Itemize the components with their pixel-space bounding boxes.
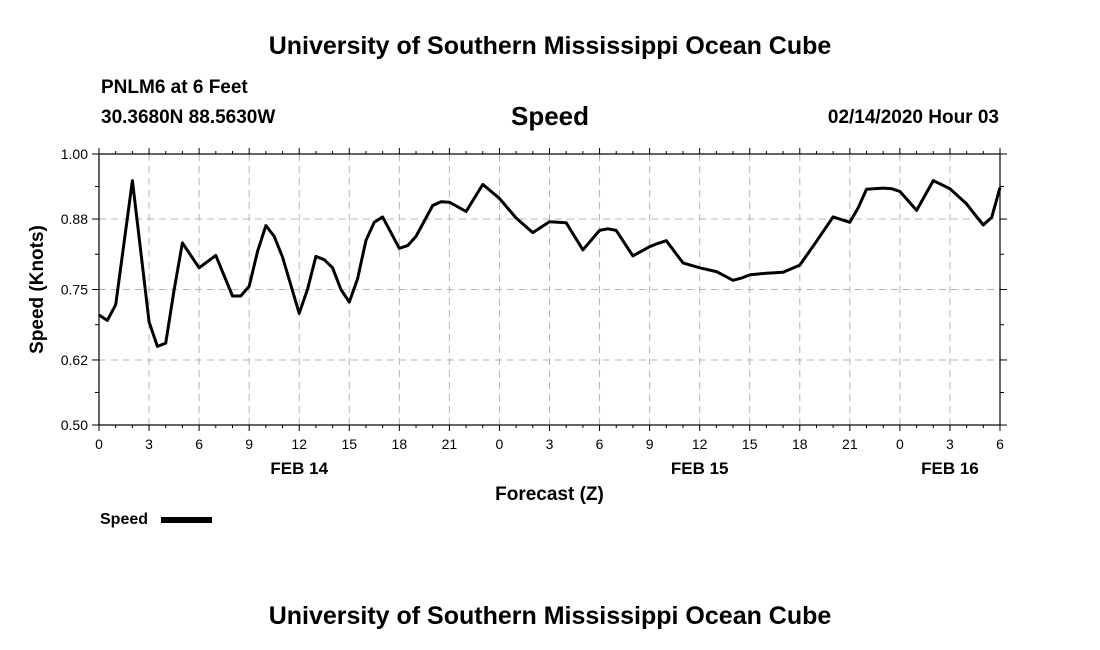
y-tick-label: 0.75 [61,282,88,298]
y-axis-label: Speed (Knots) [27,225,48,354]
y-tick-label: 0.62 [61,352,88,368]
x-tick-label: 18 [792,436,808,452]
y-tick-label: 0.88 [61,211,88,227]
station-coordinates: 30.3680N 88.5630W [101,107,276,128]
x-tick-label: 0 [896,436,904,452]
forecast-datetime: 02/14/2020 Hour 03 [827,107,999,128]
x-tick-label: 6 [596,436,604,452]
x-tick-label: 9 [646,436,654,452]
axis-ticks [92,148,1007,431]
y-tick-label: 1.00 [61,146,88,162]
x-tick-label: 3 [145,436,153,452]
x-tick-label: 6 [996,436,1004,452]
x-tick-label: 6 [195,436,203,452]
x-tick-label: 15 [742,436,758,452]
y-tick-label: 0.50 [61,417,88,433]
chart-title-bottom: University of Southern Mississippi Ocean… [268,602,832,630]
x-tick-label: 18 [392,436,408,452]
x-tick-label: 0 [95,436,103,452]
x-tick-label: 15 [341,436,357,452]
x-tick-label: 12 [291,436,307,452]
x-date-label: FEB 16 [921,459,979,478]
x-tick-label: 0 [496,436,504,452]
x-date-label: FEB 14 [270,459,328,478]
x-axis-label: Forecast (Z) [495,484,604,505]
tick-labels: 0 3 6 9 12 15 18 21 0 3 6 9 12 15 18 21 0 3 6 0.50 0.62 0.75 0… [61,146,1004,478]
speed-series-line [98,179,1002,348]
x-tick-label: 12 [692,436,708,452]
legend-label: Speed [100,511,148,528]
x-tick-label: 3 [546,436,554,452]
x-tick-label: 21 [842,436,858,452]
variable-title: Speed [510,101,590,131]
x-tick-label: 21 [442,436,458,452]
x-date-label: FEB 15 [671,459,729,478]
gridlines [99,154,1000,425]
station-label: PNLM6 at 6 Feet [101,77,248,98]
x-tick-label: 9 [245,436,253,452]
chart-title-top: University of Southern Mississippi Ocean… [268,32,832,60]
x-tick-label: 3 [946,436,954,452]
